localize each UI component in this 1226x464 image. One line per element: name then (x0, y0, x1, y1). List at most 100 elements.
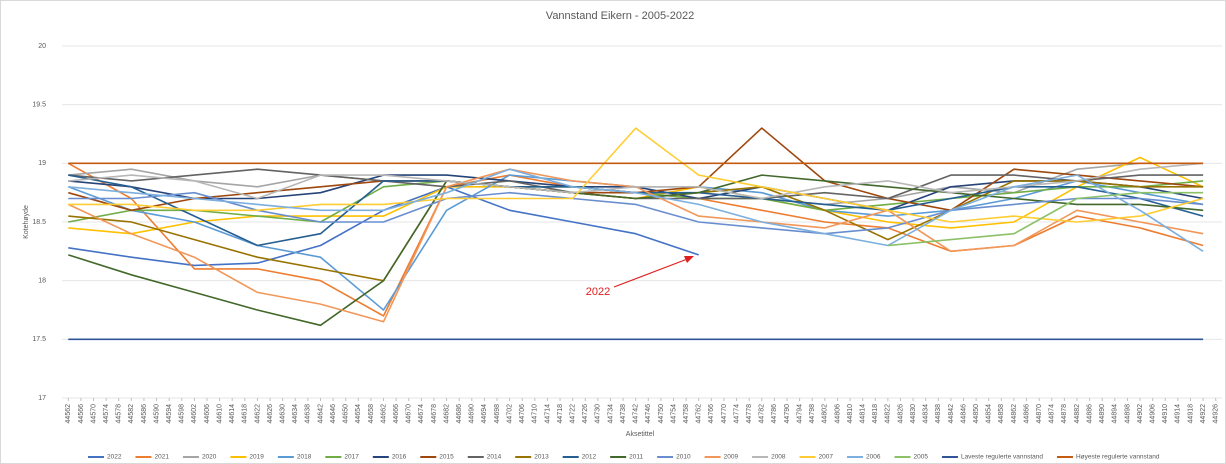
x-tick-label: 44750 (658, 404, 665, 424)
x-tick-label: 44678 (431, 404, 438, 424)
x-tick-label: 44746 (645, 404, 652, 424)
x-tick-label: 44650 (343, 404, 350, 424)
legend-label: 2014 (487, 454, 502, 461)
x-tick-label: 44846 (960, 404, 967, 424)
x-tick-label: 44866 (1023, 404, 1030, 424)
x-tick-label: 44762 (696, 404, 703, 424)
x-tick-label: 44714 (544, 404, 551, 424)
x-tick-label: 44702 (506, 404, 513, 424)
legend-label: 2005 (913, 454, 928, 461)
series-line (68, 168, 1204, 252)
y-tick-label: 18 (38, 278, 46, 285)
x-tick-label: 44922 (1200, 404, 1207, 424)
x-tick-label: 44606 (204, 404, 211, 424)
x-tick-label: 44842 (948, 404, 955, 424)
x-tick-label: 44782 (759, 404, 766, 424)
legend-label: Laveste regulerte vannstand (961, 454, 1043, 461)
x-tick-label: 44914 (1175, 404, 1182, 424)
x-tick-label: 44918 (1187, 404, 1194, 424)
y-axis-title: Kotehøyde (23, 205, 30, 239)
legend-label: 2019 (249, 454, 264, 461)
legend-label: 2013 (534, 454, 549, 461)
x-tick-label: 44726 (582, 404, 589, 424)
x-tick-label: 44898 (1124, 404, 1131, 424)
legend-label: 2009 (724, 454, 739, 461)
x-tick-label: 44734 (607, 404, 614, 424)
legend-label: 2015 (439, 454, 454, 461)
x-tick-label: 44610 (216, 404, 223, 424)
x-tick-label: 44646 (330, 404, 337, 424)
x-tick-label: 44630 (279, 404, 286, 424)
x-tick-label: 44566 (78, 404, 85, 424)
legend-label: Høyeste regulerte vannstand (1076, 454, 1160, 461)
x-tick-label: 44890 (1099, 404, 1106, 424)
x-tick-label: 44642 (317, 404, 324, 424)
legend-label: 2012 (582, 454, 597, 461)
x-tick-label: 44738 (620, 404, 627, 424)
x-tick-label: 44706 (519, 404, 526, 424)
x-tick-label: 44802 (822, 404, 829, 424)
x-tick-label: 44786 (771, 404, 778, 424)
x-tick-label: 44730 (595, 404, 602, 424)
x-tick-label: 44894 (1112, 404, 1119, 424)
legend-label: 2007 (819, 454, 834, 461)
x-tick-label: 44718 (557, 404, 564, 424)
legend-label: 2017 (344, 454, 359, 461)
x-tick-label: 44926 (1213, 404, 1220, 424)
x-tick-label: 44778 (746, 404, 753, 424)
x-tick-label: 44886 (1086, 404, 1093, 424)
chart-title: Vannstand Eikern - 2005-2022 (546, 10, 694, 22)
x-tick-label: 44850 (973, 404, 980, 424)
x-tick-label: 44562 (65, 404, 72, 424)
x-tick-label: 44618 (242, 404, 249, 424)
x-tick-label: 44722 (569, 404, 576, 424)
y-tick-label: 19 (38, 160, 46, 167)
x-tick-label: 44698 (494, 404, 501, 424)
x-tick-label: 44686 (456, 404, 463, 424)
legend-label: 2006 (866, 454, 881, 461)
legend-label: 2008 (771, 454, 786, 461)
x-tick-label: 44622 (254, 404, 261, 424)
x-tick-label: 44770 (721, 404, 728, 424)
legend-label: 2020 (202, 454, 217, 461)
x-tick-label: 44674 (418, 404, 425, 424)
x-tick-label: 44874 (1049, 404, 1056, 424)
x-tick-label: 44858 (998, 404, 1005, 424)
y-tick-label: 17.5 (32, 336, 46, 343)
x-tick-label: 44810 (847, 404, 854, 424)
x-tick-label: 44878 (1061, 404, 1068, 424)
x-tick-label: 44862 (1011, 404, 1018, 424)
legend-label: 2010 (676, 454, 691, 461)
legend-label: 2011 (629, 454, 643, 461)
x-tick-label: 44694 (481, 404, 488, 424)
x-tick-label: 44818 (872, 404, 879, 424)
x-tick-label: 44742 (633, 404, 640, 424)
series-line (68, 127, 1204, 223)
x-tick-label: 44822 (885, 404, 892, 424)
x-tick-label: 44834 (923, 404, 930, 424)
x-tick-label: 44882 (1074, 404, 1081, 424)
x-axis-title: Aksetittel (626, 431, 655, 438)
x-tick-label: 44838 (935, 404, 942, 424)
x-tick-label: 44626 (267, 404, 274, 424)
x-tick-label: 44634 (292, 404, 299, 424)
series-line (68, 174, 1204, 327)
x-tick-label: 44902 (1137, 404, 1144, 424)
x-tick-label: 44710 (532, 404, 539, 424)
y-tick-label: 19.5 (32, 102, 46, 109)
x-tick-label: 44682 (443, 404, 450, 424)
x-tick-label: 44582 (128, 404, 135, 424)
x-tick-label: 44590 (153, 404, 160, 424)
x-tick-label: 44658 (368, 404, 375, 424)
series-line (887, 191, 1204, 247)
x-tick-label: 44906 (1149, 404, 1156, 424)
annotation: 2022 (586, 286, 610, 298)
x-tick-label: 44766 (708, 404, 715, 424)
x-tick-label: 44574 (103, 404, 110, 424)
y-tick-label: 17 (38, 395, 46, 402)
x-tick-label: 44854 (986, 404, 993, 424)
x-tick-label: 44910 (1162, 404, 1169, 424)
annotation-arrow (613, 257, 691, 288)
